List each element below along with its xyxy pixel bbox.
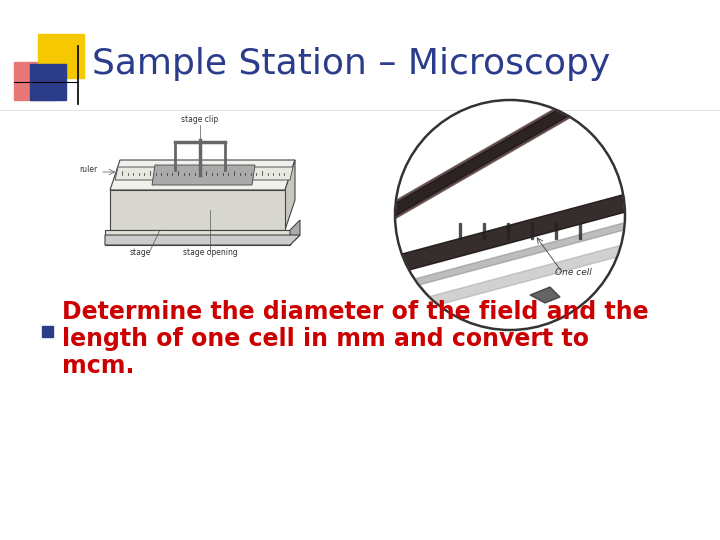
Polygon shape — [372, 80, 608, 230]
Polygon shape — [380, 94, 607, 227]
Bar — [38, 34, 84, 78]
Polygon shape — [105, 230, 290, 245]
Bar — [555, 223, 557, 239]
Polygon shape — [110, 160, 295, 190]
Text: ruler: ruler — [80, 165, 98, 174]
Polygon shape — [373, 83, 600, 215]
Polygon shape — [290, 220, 300, 245]
Bar — [579, 223, 581, 239]
Bar — [483, 223, 485, 239]
Circle shape — [395, 100, 625, 330]
Polygon shape — [397, 187, 653, 273]
Text: stage: stage — [130, 248, 150, 257]
Text: mcm.: mcm. — [62, 354, 135, 378]
Bar — [507, 223, 509, 239]
Text: length of one cell in mm and convert to: length of one cell in mm and convert to — [62, 327, 589, 351]
Polygon shape — [152, 165, 255, 185]
Polygon shape — [398, 215, 652, 291]
Bar — [42, 326, 53, 337]
Polygon shape — [115, 167, 293, 180]
Text: One cell: One cell — [555, 268, 592, 277]
Bar — [531, 223, 533, 239]
Polygon shape — [403, 235, 657, 314]
Polygon shape — [530, 287, 560, 303]
Bar — [14, 62, 56, 100]
Bar — [459, 223, 461, 239]
Text: Determine the diameter of the field and the: Determine the diameter of the field and … — [62, 300, 649, 324]
Text: Sample Station – Microscopy: Sample Station – Microscopy — [92, 47, 611, 81]
Polygon shape — [285, 160, 295, 230]
Polygon shape — [110, 190, 285, 230]
Text: stage opening: stage opening — [183, 248, 238, 257]
Bar — [30, 64, 66, 100]
Text: stage clip: stage clip — [181, 115, 219, 124]
Polygon shape — [105, 235, 300, 245]
